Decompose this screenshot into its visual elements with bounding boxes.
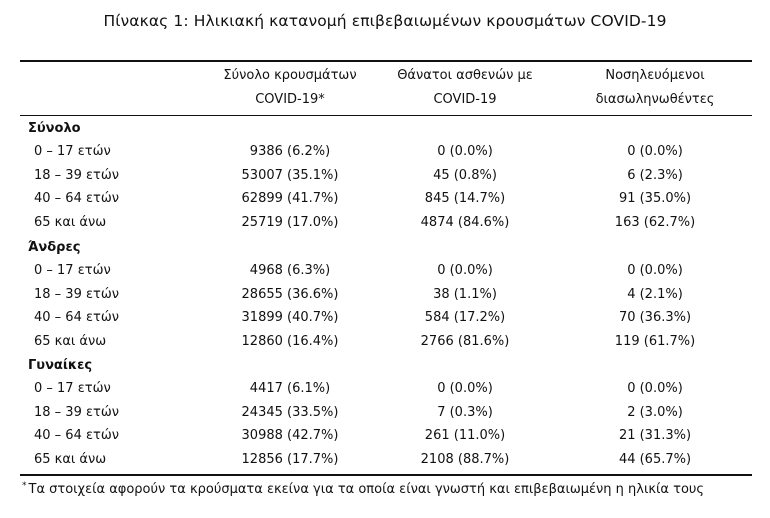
total-cases-cell: 25719 (17.0%) (241, 214, 339, 230)
deaths-cell: 4874 (84.6%) (420, 214, 510, 230)
column-header-line: COVID-19 (433, 92, 497, 107)
total-cases-cell: 4968 (6.3%) (249, 263, 331, 278)
total-cases-cell: 53007 (35.1%) (241, 167, 339, 183)
group-heading: Άνδρες (28, 240, 81, 255)
table-row: 40 – 64 ετών 31899 (40.7%) 584 (17.2%) 70 (… (0, 310, 770, 332)
deaths-cell: 0 (0.0%) (437, 263, 493, 278)
footnote-mark: * (22, 481, 27, 491)
table-row: 18 – 39 ετών 53007 (35.1%) 45 (0.8%) 6 (2.3… (0, 168, 770, 190)
column-header-total-cases: Σύνολο κρουσμάτων COVID-19* (200, 64, 380, 112)
column-header-line: Νοσηλευόμενοι (605, 68, 705, 83)
intubated-cell: 0 (0.0%) (627, 144, 683, 159)
table-row: 65 και άνω 25719 (17.0%) 4874 (84.6%) 163 (… (0, 215, 770, 237)
age-group-label: 65 και άνω (34, 214, 107, 230)
table-row: 65 και άνω 12860 (16.4%) 2766 (81.6%) 119 (… (0, 334, 770, 356)
total-cases-cell: 31899 (40.7%) (241, 310, 339, 325)
total-cases-cell: 12856 (17.7%) (241, 451, 339, 467)
total-cases-cell: 28655 (36.6%) (241, 286, 339, 302)
column-header-line: διασωληνωθέντες (595, 92, 715, 107)
column-header-line: Σύνολο κρουσμάτων (223, 68, 357, 83)
intubated-cell: 2 (3.0%) (627, 404, 683, 420)
deaths-cell: 261 (11.0%) (424, 428, 506, 443)
age-group-label: 0 – 17 ετών (34, 144, 111, 159)
table-row: 40 – 64 ετών 62899 (41.7%) 845 (14.7%) 91 (… (0, 191, 770, 213)
intubated-cell: 44 (65.7%) (618, 451, 692, 467)
intubated-cell: 91 (35.0%) (618, 191, 692, 206)
deaths-cell: 0 (0.0%) (437, 144, 493, 159)
intubated-cell: 70 (36.3%) (618, 310, 692, 325)
table-row: 0 – 17 ετών 9386 (6.2%) 0 (0.0%) 0 (0.0%) (0, 144, 770, 166)
total-cases-cell: 4417 (6.1%) (249, 381, 331, 396)
total-cases-cell: 30988 (42.7%) (241, 428, 339, 443)
age-group-label: 18 – 39 ετών (34, 404, 119, 420)
deaths-cell: 584 (17.2%) (424, 310, 506, 325)
group-heading: Σύνολο (28, 121, 81, 136)
total-cases-cell: 62899 (41.7%) (241, 191, 339, 206)
footnote-text: Τα στοιχεία αφορούν τα κρούσματα εκείνα … (28, 482, 705, 497)
total-cases-cell: 24345 (33.5%) (241, 404, 339, 420)
age-group-label: 18 – 39 ετών (34, 286, 119, 302)
table-row: 0 – 17 ετών 4968 (6.3%) 0 (0.0%) 0 (0.0%) (0, 263, 770, 285)
column-header-line: COVID-19* (255, 92, 325, 107)
age-group-label: 65 και άνω (34, 333, 107, 349)
table-row: 0 – 17 ετών 4417 (6.1%) 0 (0.0%) 0 (0.0%) (0, 381, 770, 403)
intubated-cell: 4 (2.1%) (627, 286, 683, 302)
age-group-label: 0 – 17 ετών (34, 263, 111, 278)
age-group-label: 40 – 64 ετών (34, 310, 119, 325)
table-row: 40 – 64 ετών 30988 (42.7%) 261 (11.0%) 21 (… (0, 428, 770, 450)
age-group-label: 0 – 17 ετών (34, 381, 111, 396)
column-header-line: Θάνατοι ασθενών με (397, 68, 533, 83)
table-row: 65 και άνω 12856 (17.7%) 2108 (88.7%) 44 (6… (0, 452, 770, 474)
total-cases-cell: 9386 (6.2%) (249, 144, 331, 159)
group-heading: Γυναίκες (28, 358, 93, 373)
table-row: 18 – 39 ετών 24345 (33.5%) 7 (0.3%) 2 (3.0%… (0, 405, 770, 427)
deaths-cell: 0 (0.0%) (437, 381, 493, 396)
intubated-cell: 6 (2.3%) (627, 167, 683, 183)
intubated-cell: 0 (0.0%) (627, 381, 683, 396)
column-header-intubated: Νοσηλευόμενοι διασωληνωθέντες (560, 64, 750, 112)
table-title: Πίνακας 1: Ηλικιακή κατανομή επιβεβαιωμέ… (103, 12, 667, 30)
deaths-cell: 845 (14.7%) (424, 191, 506, 206)
total-cases-cell: 12860 (16.4%) (241, 333, 339, 349)
column-header-deaths: Θάνατοι ασθενών με COVID-19 (370, 64, 560, 112)
table-row: 18 – 39 ετών 28655 (36.6%) 38 (1.1%) 4 (2.1… (0, 287, 770, 309)
table-top-rule (20, 60, 752, 62)
age-group-label: 40 – 64 ετών (34, 191, 119, 206)
age-group-label: 40 – 64 ετών (34, 428, 119, 443)
table-bottom-rule (20, 474, 752, 476)
intubated-cell: 119 (61.7%) (614, 333, 696, 349)
deaths-cell: 38 (1.1%) (433, 286, 497, 302)
deaths-cell: 2766 (81.6%) (420, 333, 510, 349)
header-divider (20, 115, 752, 116)
intubated-cell: 163 (62.7%) (614, 214, 696, 230)
deaths-cell: 45 (0.8%) (433, 167, 497, 183)
deaths-cell: 2108 (88.7%) (420, 451, 510, 467)
intubated-cell: 0 (0.0%) (627, 263, 683, 278)
deaths-cell: 7 (0.3%) (437, 404, 493, 420)
age-group-label: 18 – 39 ετών (34, 167, 119, 183)
age-group-label: 65 και άνω (34, 451, 107, 467)
footnote: * Τα στοιχεία αφορούν τα κρούσματα εκείνα… (22, 481, 704, 497)
intubated-cell: 21 (31.3%) (618, 428, 692, 443)
